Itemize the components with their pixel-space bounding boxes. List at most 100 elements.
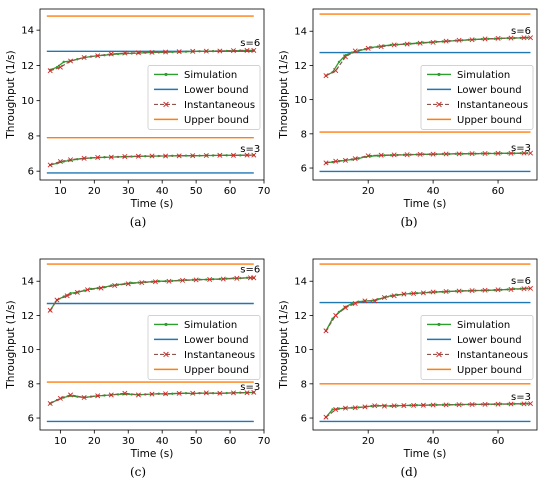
instantaneous-marker xyxy=(54,297,60,303)
y-tick-label: 8 xyxy=(28,379,34,390)
instantaneous-marker xyxy=(495,35,501,41)
simulation-point xyxy=(383,154,386,157)
x-axis-label: Time (s) xyxy=(403,198,447,210)
instantaneous-marker xyxy=(163,153,169,159)
instantaneous-marker xyxy=(81,155,87,161)
instantaneous-marker xyxy=(469,151,475,157)
instantaneous-marker xyxy=(203,152,209,159)
y-tick-label: 12 xyxy=(21,311,34,322)
plot-frame xyxy=(39,8,265,181)
instantaneous-marker xyxy=(81,394,87,401)
y-tick-label: 10 xyxy=(21,96,34,107)
panel-caption: (a) xyxy=(130,215,147,229)
instantaneous-marker xyxy=(495,150,501,156)
instantaneous-marker xyxy=(527,35,534,41)
legend-label: Lower bound xyxy=(457,85,522,96)
legend-marker xyxy=(436,101,442,108)
instantaneous-marker xyxy=(135,50,141,56)
instantaneous-marker xyxy=(391,293,397,299)
panel-caption: (b) xyxy=(400,215,417,229)
y-tick-label: 14 xyxy=(21,277,34,288)
instantaneous-marker xyxy=(521,150,527,156)
legend-label: Upper bound xyxy=(184,115,249,126)
simulation-point xyxy=(232,277,235,280)
legend-label: Simulation xyxy=(457,70,510,81)
y-tick-label: 6 xyxy=(301,164,307,175)
instantaneous-marker xyxy=(244,152,250,158)
series-annotation: s=3 xyxy=(240,382,260,393)
instantaneous-marker xyxy=(95,154,101,160)
simulation-point xyxy=(487,37,490,41)
y-tick-label: 6 xyxy=(28,414,34,425)
y-tick-label: 12 xyxy=(294,311,307,322)
simulation-point xyxy=(337,60,341,64)
instantaneous-marker xyxy=(430,402,436,408)
plot-frame xyxy=(39,258,265,431)
simulation-point xyxy=(76,395,79,398)
simulation-point xyxy=(513,402,516,406)
x-tick-label: 10 xyxy=(54,436,67,447)
instantaneous-marker xyxy=(365,45,371,51)
simulation-point xyxy=(177,279,181,282)
instantaneous-marker xyxy=(333,68,339,74)
instantaneous-marker xyxy=(47,162,53,168)
series-annotation: s=6 xyxy=(240,38,260,49)
legend-label: Instantaneous xyxy=(457,100,528,111)
simulation-point xyxy=(331,408,334,411)
x-tick-label: 20 xyxy=(88,186,101,197)
instantaneous-marker xyxy=(47,307,53,313)
instantaneous-marker xyxy=(391,152,397,158)
simulation-point xyxy=(415,42,419,45)
instantaneous-marker xyxy=(378,152,384,158)
instantaneous-marker xyxy=(508,150,514,156)
instantaneous-marker xyxy=(352,405,358,411)
instantaneous-line xyxy=(325,287,531,332)
instantaneous-marker xyxy=(230,48,236,54)
instantaneous-marker xyxy=(527,285,534,291)
legend-label: Lower bound xyxy=(184,335,249,346)
legend-label: Simulation xyxy=(184,70,237,81)
instantaneous-marker xyxy=(323,414,329,420)
x-tick-label: 10 xyxy=(54,186,67,197)
plot-frame xyxy=(312,8,538,181)
x-tick-label: 20 xyxy=(362,186,375,197)
y-axis-label: Throughput (1/s) xyxy=(278,50,290,139)
x-tick-label: 60 xyxy=(492,186,505,197)
instantaneous-marker xyxy=(482,150,488,157)
instantaneous-marker xyxy=(135,153,141,159)
legend-label: Upper bound xyxy=(184,365,249,376)
instantaneous-marker xyxy=(251,47,257,53)
instantaneous-marker xyxy=(352,156,358,162)
instantaneous-marker xyxy=(68,392,74,398)
instantaneous-marker xyxy=(342,157,348,163)
panel-caption: (c) xyxy=(130,465,146,479)
instantaneous-marker xyxy=(430,39,436,45)
x-tick-label: 40 xyxy=(156,436,169,447)
instantaneous-marker xyxy=(456,402,462,408)
series-annotation: s=6 xyxy=(240,265,260,276)
instantaneous-marker xyxy=(244,47,250,53)
instantaneous-marker xyxy=(64,293,70,299)
instantaneous-marker xyxy=(391,42,397,48)
instantaneous-marker xyxy=(108,51,114,57)
instantaneous-marker xyxy=(495,401,501,407)
simulation-point xyxy=(506,402,509,406)
instantaneous-line xyxy=(49,277,254,311)
instantaneous-marker xyxy=(166,278,172,284)
instantaneous-marker xyxy=(122,50,128,56)
instantaneous-marker xyxy=(323,73,329,79)
instantaneous-marker xyxy=(203,390,209,396)
instantaneous-marker xyxy=(152,279,158,285)
x-tick-label: 40 xyxy=(156,186,169,197)
legend-label: Lower bound xyxy=(457,335,522,346)
instantaneous-marker xyxy=(417,40,423,46)
x-tick-label: 30 xyxy=(122,436,135,447)
simulation-point xyxy=(461,152,464,156)
instantaneous-marker xyxy=(456,288,462,294)
instantaneous-marker xyxy=(482,287,488,293)
instantaneous-marker xyxy=(323,328,329,334)
y-tick-label: 14 xyxy=(294,27,307,38)
simulation-point xyxy=(428,403,432,407)
x-tick-label: 60 xyxy=(224,436,237,447)
